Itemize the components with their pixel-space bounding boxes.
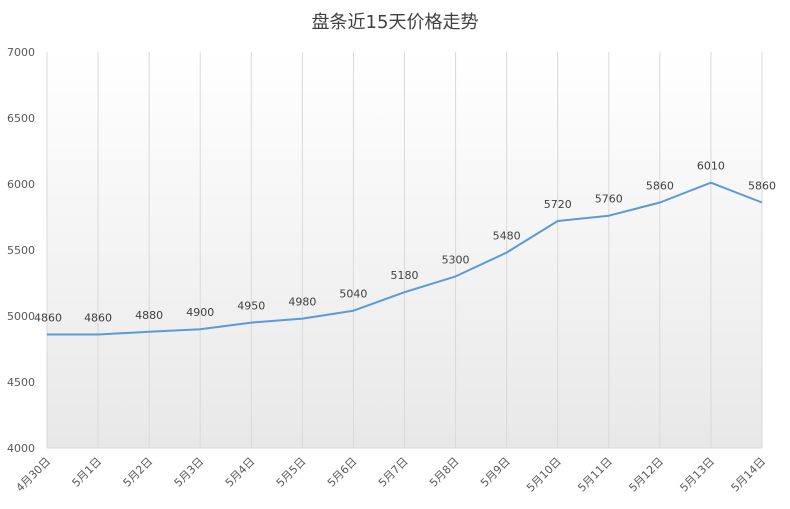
x-tick-label: 5月13日 <box>677 455 717 495</box>
x-tick-label: 5月10日 <box>524 455 564 495</box>
data-label: 5720 <box>544 198 572 211</box>
data-label: 5760 <box>595 193 623 206</box>
x-tick-label: 5月1日 <box>70 455 105 490</box>
x-tick-label: 5月2日 <box>121 455 156 490</box>
x-tick-label: 5月11日 <box>575 455 615 495</box>
x-tick-label: 5月5日 <box>274 455 309 490</box>
y-tick-label: 5500 <box>7 244 35 257</box>
data-label: 5480 <box>493 230 521 243</box>
data-label: 4860 <box>84 311 112 324</box>
data-label: 5040 <box>339 288 367 301</box>
y-tick-label: 6000 <box>7 178 35 191</box>
y-tick-label: 4000 <box>7 442 35 455</box>
x-tick-label: 5月14日 <box>729 455 769 495</box>
data-label: 4950 <box>237 300 265 313</box>
chart-title: 盘条近15天价格走势 <box>311 12 479 33</box>
series-line <box>47 181 763 336</box>
x-tick-label: 5月3日 <box>172 455 207 490</box>
x-tick-label: 5月9日 <box>478 455 513 490</box>
x-tick-label: 5月8日 <box>427 455 462 490</box>
x-tick-label: 5月4日 <box>223 455 258 490</box>
y-tick-label: 4500 <box>7 376 35 389</box>
data-label: 5860 <box>646 179 674 192</box>
y-tick-label: 6500 <box>7 112 35 125</box>
data-label: 4860 <box>34 311 62 324</box>
y-tick-label: 7000 <box>7 46 35 59</box>
x-tick-label: 5月12日 <box>626 455 666 495</box>
data-label: 5300 <box>442 253 470 266</box>
x-tick-label: 5月6日 <box>325 455 360 490</box>
data-label: 6010 <box>697 160 725 173</box>
x-tick-label: 5月7日 <box>376 455 411 490</box>
data-label: 5180 <box>391 269 419 282</box>
y-tick-label: 5000 <box>7 310 35 323</box>
data-label: 4880 <box>135 309 163 322</box>
x-tick-label: 4月30日 <box>14 455 54 495</box>
data-label: 5860 <box>748 179 776 192</box>
data-label: 4900 <box>186 306 214 319</box>
data-label: 4980 <box>288 296 316 309</box>
